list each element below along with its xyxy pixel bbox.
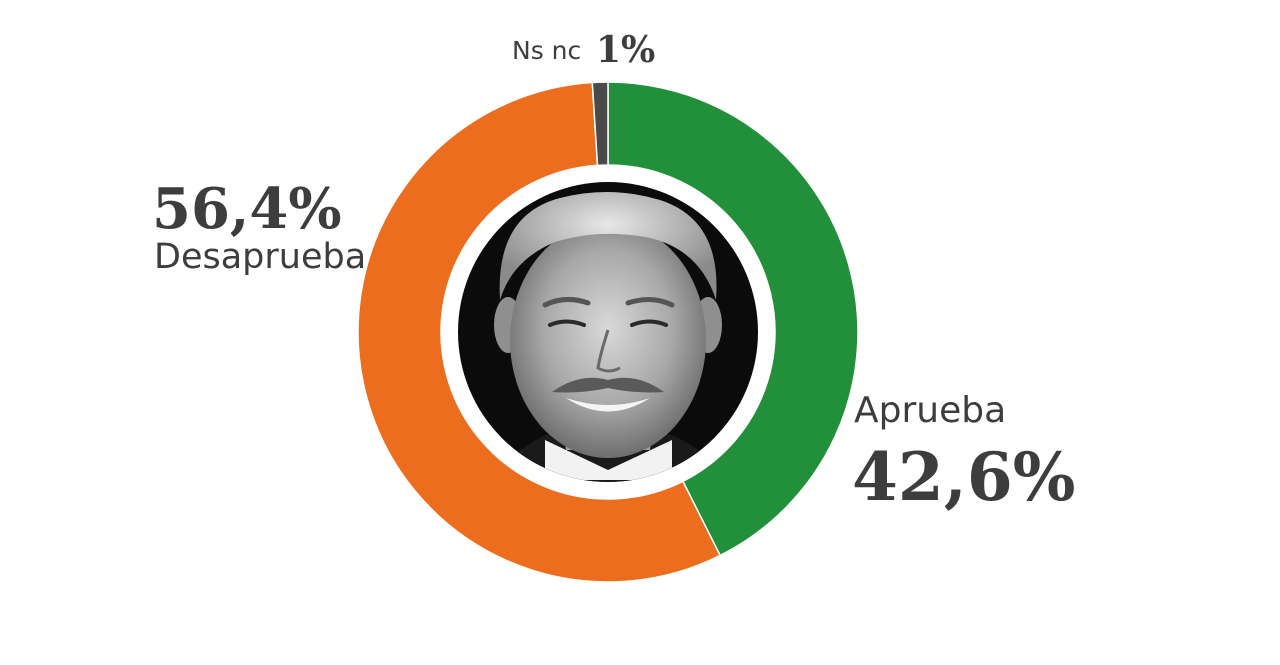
label-desaprueba: 56,4% Desaprueba	[152, 176, 366, 277]
slice-label-desaprueba: Desaprueba	[154, 237, 366, 277]
slice-label-ns-nc: Ns nc	[512, 36, 581, 65]
label-ns-nc: Ns nc 1%	[512, 29, 655, 71]
slice-value-ns-nc: 1%	[596, 29, 655, 71]
portrait-smile	[566, 398, 650, 412]
portrait-suit	[470, 430, 750, 482]
portrait-collar	[545, 440, 672, 480]
slice-value-aprueba: 42,6%	[852, 438, 1075, 516]
label-aprueba: Aprueba 42,6%	[852, 390, 1075, 516]
portrait-mustache	[552, 377, 664, 393]
slice-label-aprueba: Aprueba	[854, 390, 1006, 431]
portrait-hair	[499, 191, 717, 300]
portrait-face	[510, 222, 706, 458]
center-portrait	[458, 182, 758, 482]
slice-value-desaprueba: 56,4%	[152, 176, 342, 242]
